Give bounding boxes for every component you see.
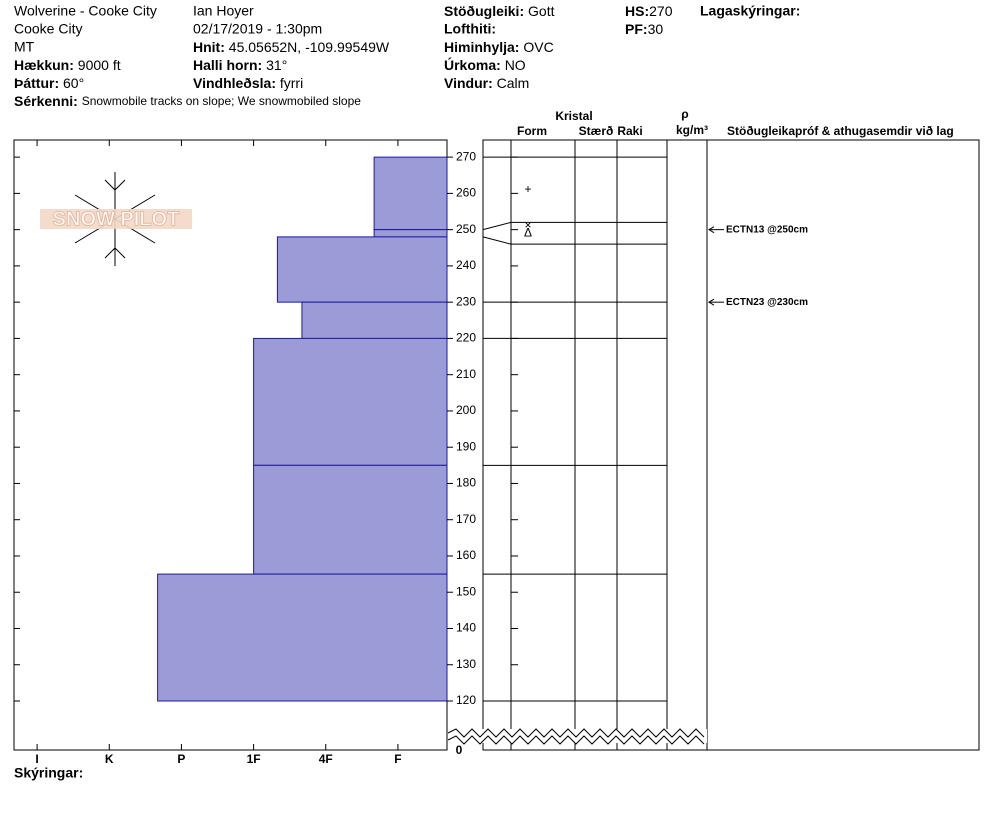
value: OVC [523, 39, 553, 55]
grain-form: × [524, 218, 531, 232]
col-size: Stærð [579, 124, 614, 138]
value: 30 [648, 21, 664, 37]
value: 45.05652N, -109.99549W [229, 39, 390, 55]
x-tick-label: 4F [319, 752, 333, 766]
label: Sérkenni: [14, 93, 78, 109]
label: PF: [625, 21, 648, 37]
sky: Himinhylja: OVC [444, 39, 554, 55]
label: Halli horn: [193, 57, 262, 73]
logo-band [40, 209, 192, 229]
value: NO [505, 57, 526, 73]
value: Gott [528, 3, 555, 19]
location: Cooke City [14, 21, 82, 37]
y-tick-label: 160 [456, 548, 476, 562]
y-tick-label: 220 [456, 331, 476, 345]
grain-form: Δ [524, 225, 532, 239]
y-tick-label: 200 [456, 403, 476, 417]
y-tick-label: 180 [456, 476, 476, 490]
label: Hækkun: [14, 57, 74, 73]
layer-boundary [482, 236, 667, 245]
layer-notes: Lagaskýringar: [700, 3, 800, 19]
value: 9000 ft [78, 57, 121, 73]
col-tests: Stöðugleikapróf & athugasemdir við lag [727, 124, 954, 138]
test-arrow-head [708, 226, 715, 234]
y-tick-label: 190 [456, 439, 476, 453]
layer-bar [157, 573, 448, 702]
label: Úrkoma: [444, 56, 501, 73]
y-tick-label: 270 [456, 149, 476, 163]
value: Snowmobile tracks on slope; We snowmobil… [82, 94, 362, 108]
coords: Hnit: 45.05652N, -109.99549W [193, 39, 390, 55]
y-tick-label: 120 [456, 693, 476, 707]
test-label: ECTN23 @230cm [726, 297, 808, 308]
layer-bar [301, 301, 448, 339]
hs: HS:270 [625, 3, 673, 19]
label: Þáttur: [14, 75, 59, 91]
x-tick-label: 1F [247, 752, 261, 766]
axis-break [447, 735, 705, 745]
value: 270 [649, 3, 673, 19]
value: fyrri [280, 75, 303, 91]
test-arrow-head [708, 298, 715, 306]
observer: Ian Hoyer [193, 3, 254, 19]
value: Calm [497, 75, 530, 91]
y-tick-label: 140 [456, 621, 476, 635]
x-tick-label: F [394, 752, 401, 766]
features: Sérkenni: Snowmobile tracks on slope; We… [14, 93, 361, 109]
col-moisture: Raki [617, 124, 642, 138]
y-tick-label: 260 [456, 186, 476, 200]
y-tick-label: 240 [456, 258, 476, 272]
stability: Stöðugleiki: Gott [444, 3, 555, 19]
y-tick-label: 130 [456, 657, 476, 671]
col-rho: ρ [681, 107, 688, 121]
layer-bar [373, 229, 448, 238]
y-break-label: 0 [456, 743, 463, 757]
label: Vindur: [444, 75, 493, 91]
value: 31° [266, 57, 287, 73]
layer-bar [373, 156, 448, 231]
layer-boundary [482, 221, 667, 231]
col-density-unit: kg/m³ [676, 123, 708, 137]
y-tick-label: 230 [456, 294, 476, 308]
aspect: Þáttur: 60° [14, 75, 84, 91]
footer: Skýringar: [14, 765, 83, 781]
y-tick-label: 170 [456, 512, 476, 526]
layer-bar [276, 236, 448, 303]
layer-bar [253, 464, 448, 575]
label: Himinhylja: [444, 39, 519, 55]
test-label: ECTN13 @250cm [726, 224, 808, 235]
label: Vindhleðsla: [193, 75, 276, 91]
x-tick-label: P [177, 752, 185, 766]
col-form: Form [517, 124, 547, 138]
grain-form: + [524, 182, 531, 196]
x-tick-label: K [105, 752, 114, 766]
wind-loading: Vindhleðsla: fyrri [193, 75, 303, 91]
value: 60° [63, 75, 84, 91]
precip: Úrkoma: NO [444, 56, 526, 73]
axis-break [447, 728, 705, 738]
y-tick-label: 250 [456, 222, 476, 236]
label: HS: [625, 3, 649, 19]
datetime: 02/17/2019 - 1:30pm [193, 21, 322, 37]
state: MT [14, 39, 35, 55]
label: Stöðugleiki: [444, 3, 524, 19]
site: Wolverine - Cooke City [14, 3, 157, 19]
slope: Halli horn: 31° [193, 57, 287, 73]
grain-frame [482, 139, 980, 751]
air-temp: Lofthiti: [444, 21, 496, 37]
wind: Vindur: Calm [444, 75, 529, 91]
label: Hnit: [193, 39, 225, 55]
y-tick-label: 150 [456, 584, 476, 598]
elevation: Hækkun: 9000 ft [14, 57, 121, 73]
layer-bar [253, 337, 448, 466]
pf: PF:30 [625, 21, 663, 37]
y-tick-label: 210 [456, 367, 476, 381]
x-tick-label: I [35, 752, 38, 766]
logo-text: SNOW PILOT [53, 208, 180, 230]
col-crystal: Kristal [555, 109, 592, 123]
